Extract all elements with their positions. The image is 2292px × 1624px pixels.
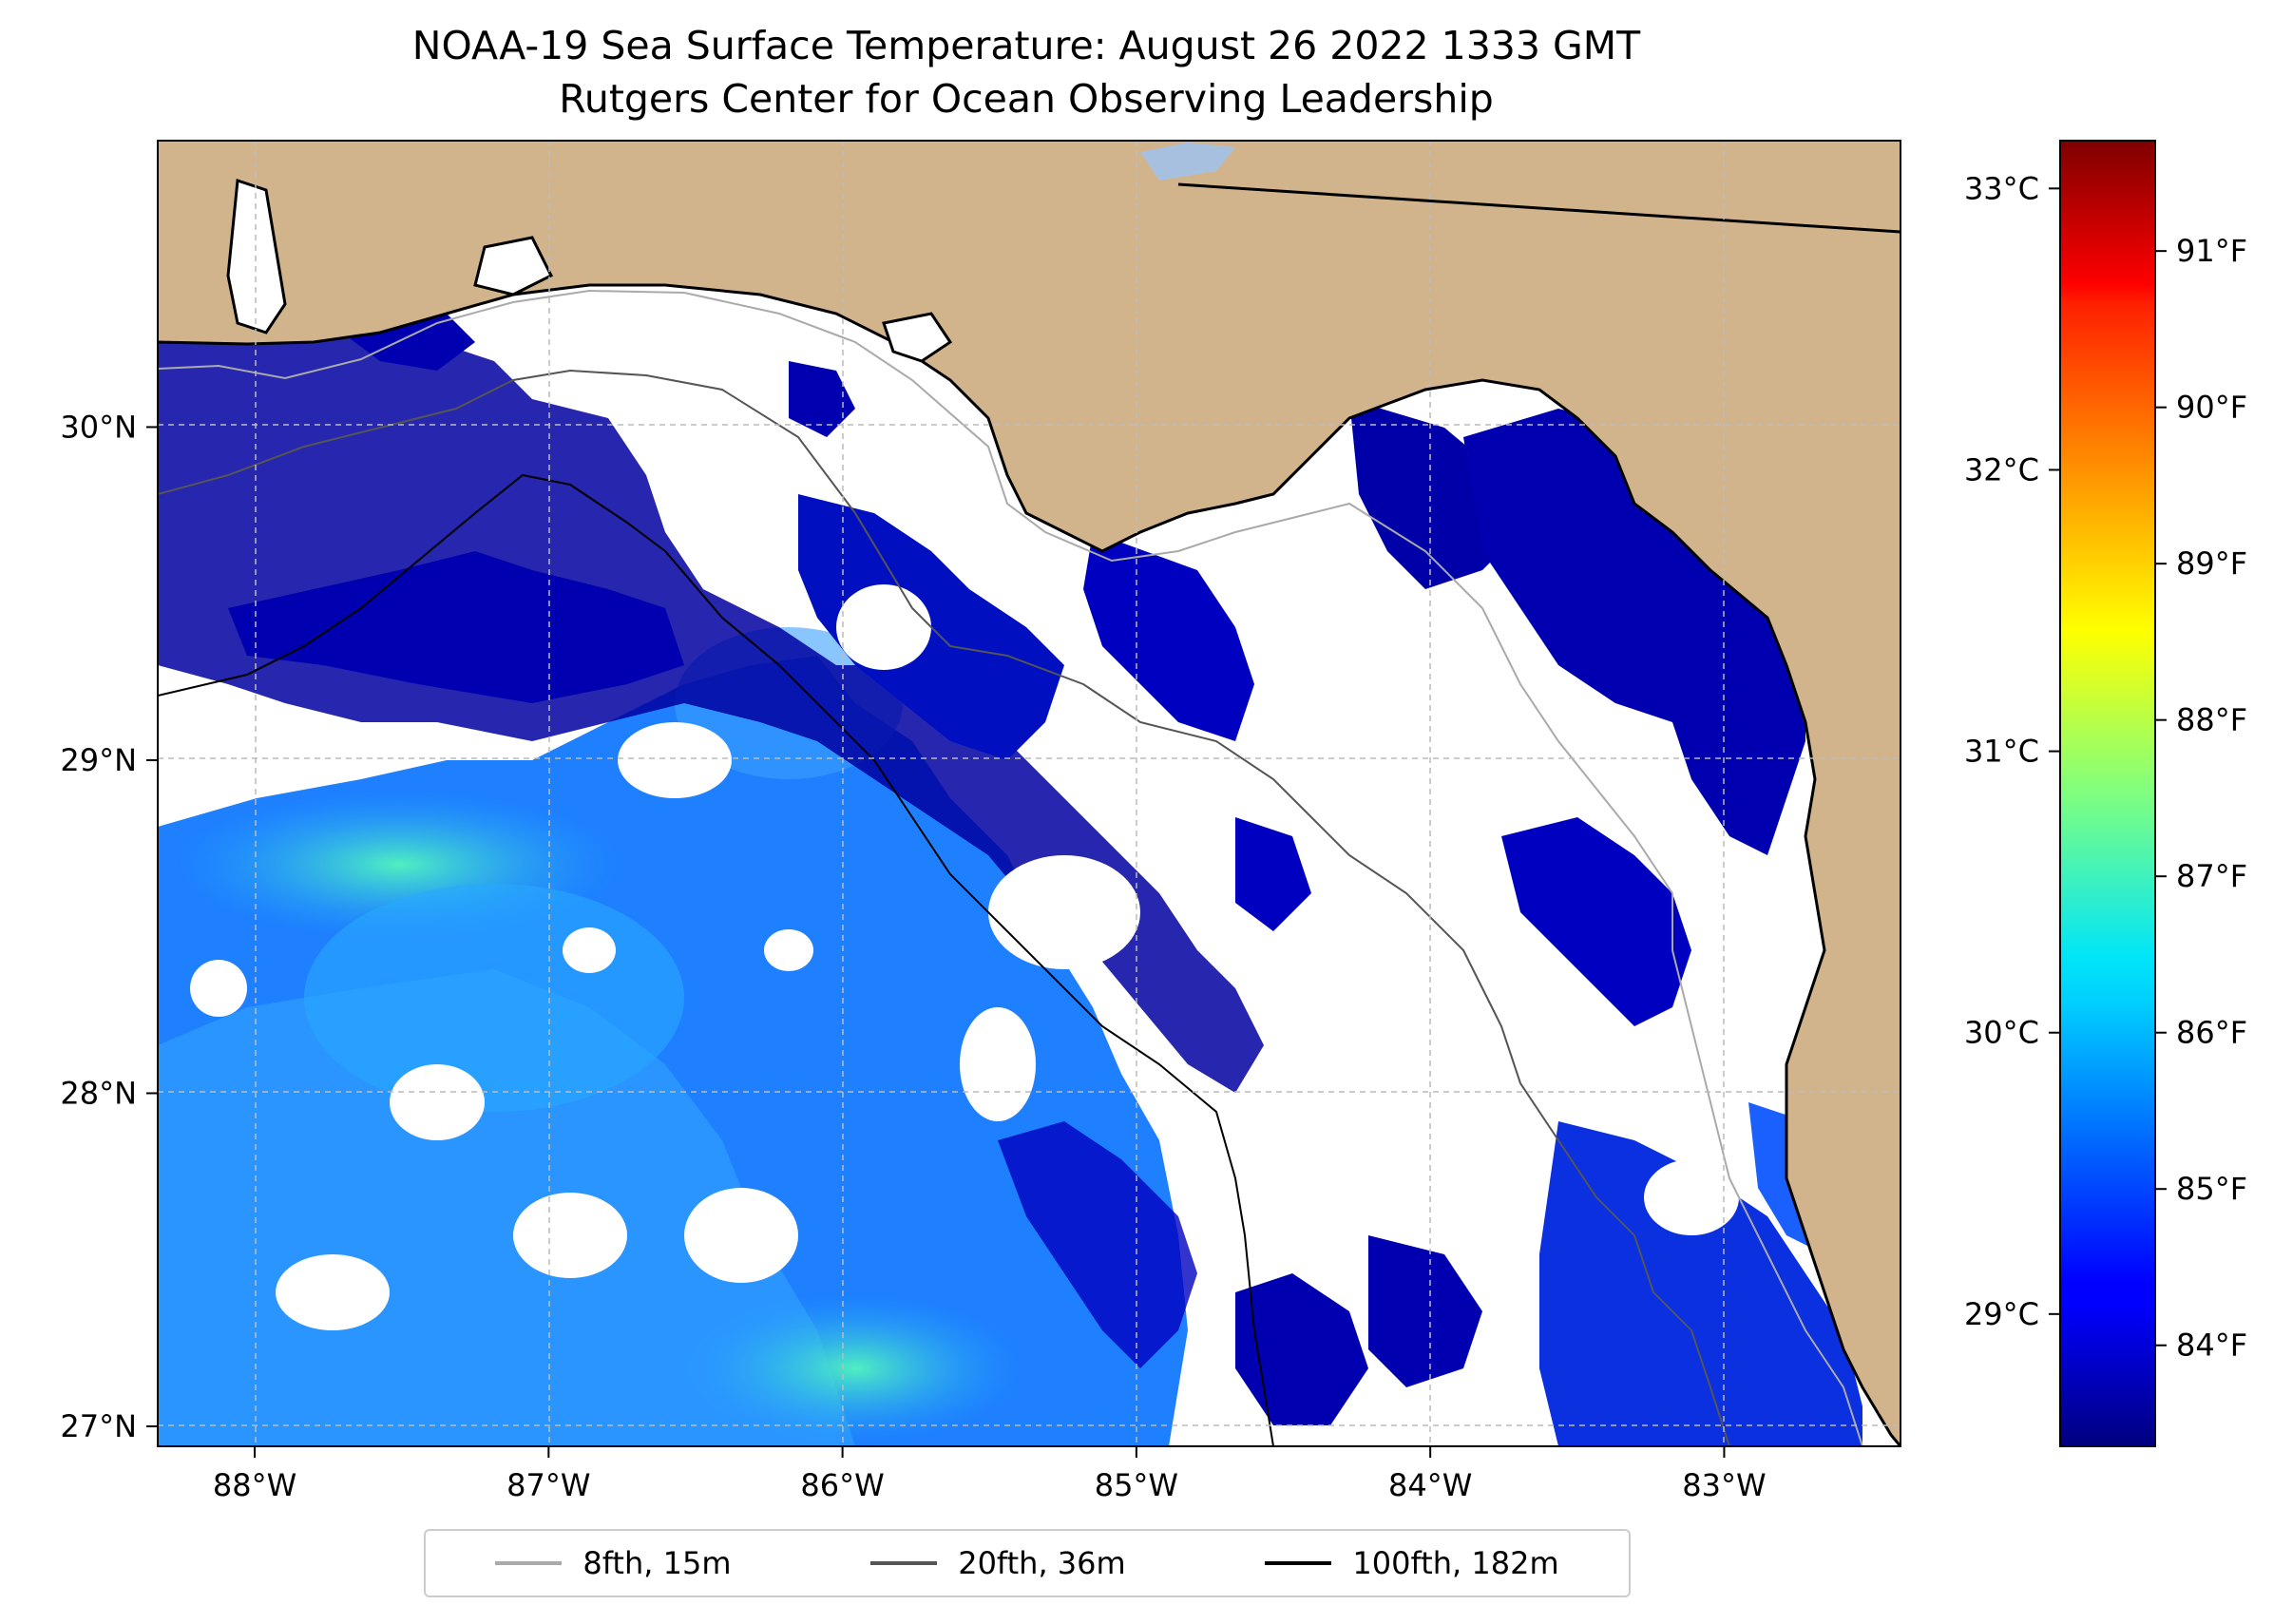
fahrenheit-tick-label: 91°F: [2176, 233, 2247, 269]
gridlines: [158, 141, 1900, 1446]
legend-swatch-100fth: [1265, 1561, 1332, 1565]
lon-tick-label: 84°W: [1388, 1467, 1472, 1503]
lon-tick-label: 88°W: [213, 1467, 296, 1503]
inland-lake: [1140, 143, 1235, 181]
celsius-tick-label: 33°C: [1964, 170, 2039, 206]
celsius-tick-label: 31°C: [1964, 734, 2039, 770]
fahrenheit-tick-label: 88°F: [2176, 702, 2247, 738]
fahrenheit-tick-label: 90°F: [2176, 390, 2247, 426]
map-area: [158, 141, 1900, 1446]
fahrenheit-tick-label: 86°F: [2176, 1015, 2247, 1051]
map-frame: [157, 140, 1901, 1447]
mobile-bay: [226, 178, 287, 334]
state-border: [1177, 182, 1900, 234]
colorbar: [2059, 140, 2156, 1447]
isobath-legend: 8fth, 15m 20fth, 36m 100fth, 182m: [424, 1529, 1631, 1597]
fahrenheit-tick-label: 87°F: [2176, 858, 2247, 894]
latitude-axis: 27°N 28°N 29°N 30°N: [60, 409, 158, 1444]
celsius-tick-label: 29°C: [1964, 1296, 2039, 1332]
isobath-100fth: [158, 473, 1274, 1446]
lon-tick-label: 83°W: [1682, 1467, 1766, 1503]
isobath-20fth: [158, 369, 1730, 1446]
cloud-holes: [190, 584, 1739, 1330]
legend-swatch-8fth: [495, 1561, 563, 1565]
coastline: [158, 283, 1900, 1446]
lat-tick-label: 28°N: [60, 1075, 137, 1111]
legend-item-20fth: 20fth, 36m: [870, 1545, 1126, 1581]
longitude-axis: 88°W 87°W 86°W 85°W 84°W 83°W: [213, 1446, 1767, 1503]
land-mass: [158, 141, 1900, 1446]
lon-tick-label: 85°W: [1095, 1467, 1178, 1503]
isobath-8fth: [158, 289, 1863, 1446]
lat-tick-label: 30°N: [60, 409, 137, 445]
colorbar-fahrenheit-axis: 91°F 90°F 89°F 88°F 87°F 86°F 85°F 84°F: [2155, 233, 2247, 1364]
chart-subtitle: Rutgers Center for Ocean Observing Leade…: [559, 76, 1494, 122]
legend-label-100fth: 100fth, 182m: [1352, 1545, 1559, 1581]
legend-item-100fth: 100fth, 182m: [1265, 1545, 1559, 1581]
celsius-tick-label: 30°C: [1964, 1015, 2039, 1051]
legend-label-20fth: 20fth, 36m: [958, 1545, 1126, 1581]
lat-tick-label: 29°N: [60, 742, 137, 778]
lat-tick-label: 27°N: [60, 1408, 137, 1444]
fahrenheit-tick-label: 89°F: [2176, 545, 2247, 582]
celsius-tick-label: 32°C: [1964, 451, 2039, 487]
lon-tick-label: 87°W: [506, 1467, 590, 1503]
legend-item-8fth: 8fth, 15m: [495, 1545, 731, 1581]
legend-label-8fth: 8fth, 15m: [583, 1545, 732, 1581]
pensacola-bay: [473, 236, 554, 296]
fahrenheit-tick-label: 85°F: [2176, 1171, 2247, 1207]
lon-tick-label: 86°W: [800, 1467, 884, 1503]
chart-title: NOAA-19 Sea Surface Temperature: August …: [411, 23, 1641, 68]
legend-swatch-20fth: [870, 1561, 938, 1565]
sst-field: [158, 285, 1862, 1446]
st-andrew-bay: [882, 312, 953, 363]
fahrenheit-tick-label: 84°F: [2176, 1328, 2247, 1364]
colorbar-celsius-axis: 33°C 32°C 31°C 30°C 29°C: [1964, 170, 2060, 1332]
